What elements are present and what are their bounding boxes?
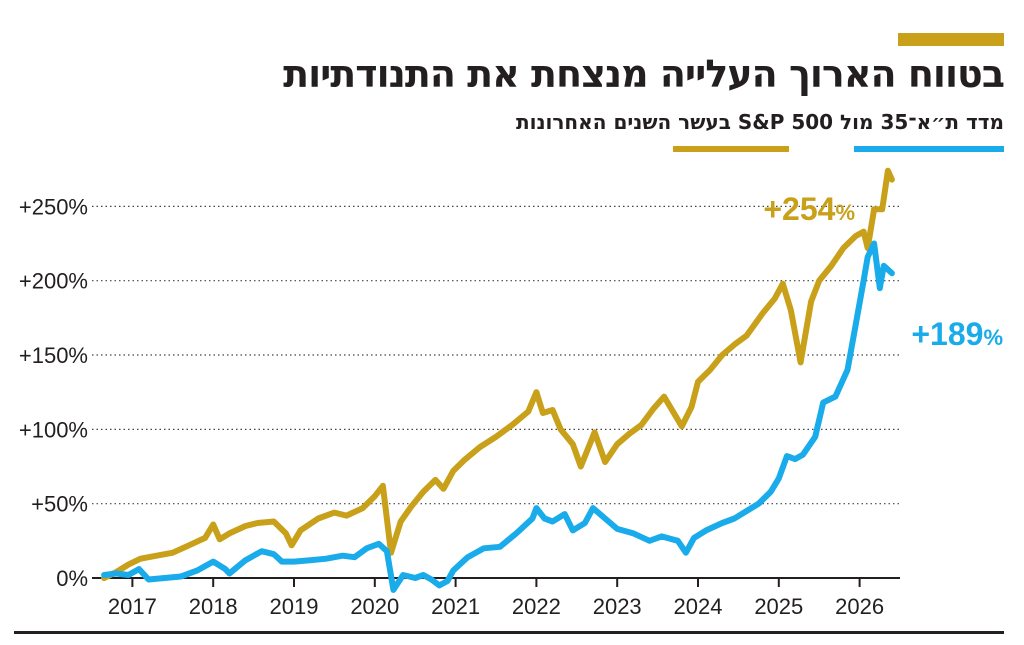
x-tick-label: 2022 <box>512 594 561 619</box>
series-line-0 <box>101 167 895 581</box>
legend-line-sp500 <box>673 146 789 152</box>
y-tick-label: +150% <box>19 343 88 368</box>
x-tick-label: 2020 <box>350 594 399 619</box>
bottom-rule <box>14 631 1004 634</box>
x-tick-label: 2024 <box>674 594 723 619</box>
legend-line-ta35 <box>854 146 1004 152</box>
x-tick-label: 2021 <box>431 594 480 619</box>
x-tick-label: 2025 <box>754 594 803 619</box>
series-lines <box>101 167 895 593</box>
y-tick-label: +200% <box>19 269 88 294</box>
y-tick-label: +250% <box>19 194 88 219</box>
title-accent-bar <box>898 33 1004 46</box>
y-tick-label: 0% <box>56 566 88 591</box>
end-label-0: +254% <box>763 191 855 227</box>
x-tick-label: 2017 <box>108 594 157 619</box>
x-tick-label: 2026 <box>835 594 884 619</box>
x-tick-label: 2019 <box>270 594 319 619</box>
end-label-1: +189% <box>911 316 1003 352</box>
y-tick-label: +50% <box>31 492 88 517</box>
chart-subtitle: מדד ת״א־35 מול S&P 500 בעשר השנים האחרונ… <box>515 110 1004 134</box>
chart-title: בטווח הארוך העלייה מנצחת את התנודתיות <box>283 52 1005 96</box>
x-axis-ticks: 2017 2018 2019 2020 2021 2022 2023 2024 2025 2026 <box>108 578 884 619</box>
end-labels: +254% +189% <box>763 191 1003 352</box>
y-axis-tick-labels: 0% +50% +100% +150% +200% +250% <box>19 194 88 591</box>
series-line-1 <box>101 240 895 593</box>
x-tick-label: 2023 <box>593 594 642 619</box>
x-tick-label: 2018 <box>189 594 238 619</box>
grid-lines <box>92 205 900 505</box>
y-tick-label: +100% <box>19 417 88 442</box>
